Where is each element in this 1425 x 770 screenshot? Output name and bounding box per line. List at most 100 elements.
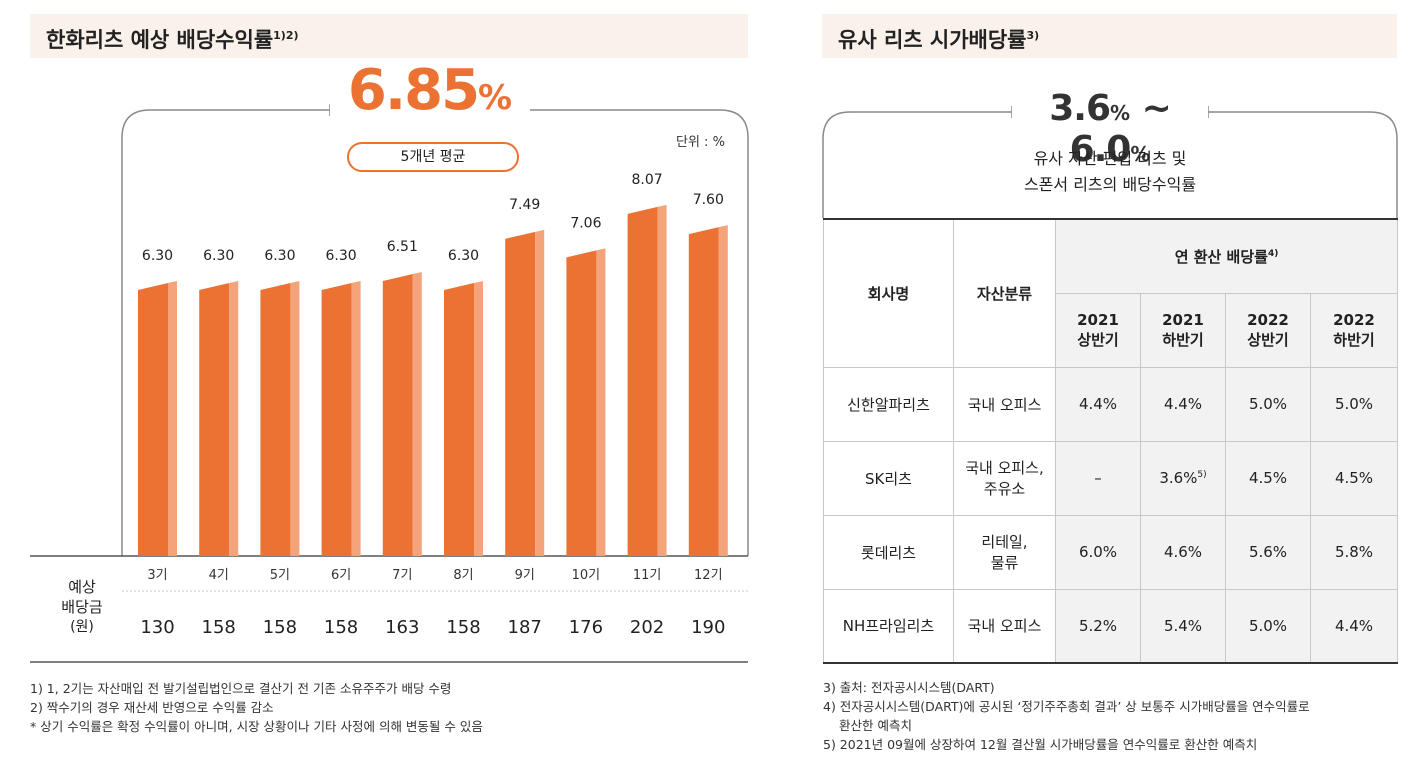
dividend-label-1: 예상 bbox=[68, 578, 96, 596]
bar-value-label: 7.49 bbox=[509, 197, 540, 213]
category-label: 3기 bbox=[147, 568, 167, 583]
cell-asset: 리테일, 물류 bbox=[953, 514, 1056, 590]
left-panel-title: 한화리츠 예상 배당수익률1)2) bbox=[30, 14, 748, 58]
bar bbox=[627, 206, 658, 556]
category-label: 9기 bbox=[515, 568, 535, 583]
cell-value: 4.4% bbox=[1055, 366, 1141, 442]
yield-range: 3.6% ~ 6.0% bbox=[1012, 88, 1208, 170]
right-footnote-2: 4) 전자공시시스템(DART)에 공시된 ‘정기주주총회 결과’ 상 보통주 … bbox=[823, 699, 1310, 714]
category-label: 5기 bbox=[270, 568, 290, 583]
dividend-label-3: (원) bbox=[70, 619, 94, 635]
table-row: 신한알파리츠 국내 오피스 4.4% 4.4% 5.0% 5.0% bbox=[823, 366, 1399, 442]
header-period-3: 2022 상반기 bbox=[1225, 292, 1311, 368]
cell-value: 4.6% bbox=[1140, 514, 1226, 590]
bar-value-label: 7.60 bbox=[693, 192, 724, 208]
bar-side bbox=[596, 248, 606, 556]
cell-value: 5.0% bbox=[1225, 366, 1311, 442]
category-label: 6기 bbox=[331, 568, 351, 583]
cell-value: 5.0% bbox=[1225, 588, 1311, 664]
headline-value: 6.85 bbox=[347, 58, 480, 123]
bar-side bbox=[229, 281, 239, 556]
bar-value-label: 6.30 bbox=[326, 248, 357, 264]
bar bbox=[321, 283, 352, 556]
header-company: 회사명 bbox=[823, 218, 954, 368]
bar-value-label: 6.30 bbox=[142, 248, 173, 264]
dividend-label-2: 배당금 bbox=[61, 598, 103, 616]
cell-asset: 국내 오피스 bbox=[953, 588, 1056, 664]
right-title-text: 유사 리츠 시가배당률 bbox=[838, 28, 1027, 52]
category-label: 10기 bbox=[572, 568, 601, 583]
category-label: 12기 bbox=[694, 568, 723, 583]
headline-rate: 6.85% bbox=[330, 58, 530, 123]
table-row: SK리츠 국내 오피스, 주유소 – 3.6%5) 4.5% 4.5% bbox=[823, 440, 1399, 516]
header-annual-yield: 연 환산 배당률4) bbox=[1054, 218, 1399, 294]
range-subtitle-2: 스폰서 리츠의 배당수익률 bbox=[1023, 175, 1197, 194]
bar bbox=[382, 273, 413, 556]
header-period-4: 2022 하반기 bbox=[1309, 292, 1399, 368]
cell-asset: 국내 오피스 bbox=[953, 366, 1056, 442]
left-footnote-1: 1) 1, 2기는 자산매입 전 발기설립법인으로 결산기 전 기존 소유주주가… bbox=[30, 681, 452, 696]
bar-side bbox=[412, 271, 422, 556]
bar-side bbox=[535, 229, 545, 556]
range-low: 3.6 bbox=[1049, 88, 1111, 129]
bar bbox=[199, 283, 230, 556]
bar bbox=[505, 231, 536, 556]
cell-value: 5.8% bbox=[1309, 514, 1399, 590]
dividend-value: 163 bbox=[385, 617, 419, 638]
cell-value: 4.5% bbox=[1225, 440, 1311, 516]
cell-value: 5.2% bbox=[1055, 588, 1141, 664]
bar bbox=[566, 250, 597, 556]
category-label: 4기 bbox=[209, 568, 229, 583]
bar-value-label: 6.30 bbox=[264, 248, 295, 264]
cell-value: 5.4% bbox=[1140, 588, 1226, 664]
bar-side bbox=[474, 281, 483, 556]
dividend-value: 158 bbox=[263, 617, 297, 638]
dividend-value: 202 bbox=[630, 617, 664, 638]
bar-side bbox=[657, 204, 667, 556]
bar bbox=[138, 283, 168, 556]
bar-value-label: 7.06 bbox=[570, 215, 601, 231]
category-label: 11기 bbox=[633, 568, 662, 583]
bar-side bbox=[290, 281, 300, 556]
table-row: 롯데리츠 리테일, 물류 6.0% 4.6% 5.6% 5.8% bbox=[823, 514, 1399, 590]
cell-value: 4.5% bbox=[1309, 440, 1399, 516]
dividend-row-label: 예상 배당금 (원) bbox=[52, 577, 112, 637]
bar-value-label: 6.30 bbox=[203, 248, 234, 264]
range-subtitle: 유사 자산 편입 리츠 및 스폰서 리츠의 배당수익률 bbox=[823, 146, 1397, 198]
bar-side bbox=[351, 281, 361, 556]
range-high: 6.0 bbox=[1069, 129, 1132, 170]
headline-unit: % bbox=[478, 78, 513, 118]
left-title-sup: 1)2) bbox=[273, 29, 299, 42]
cell-value: 4.4% bbox=[1309, 588, 1399, 664]
cell-company: NH프라임리츠 bbox=[823, 588, 954, 664]
category-label: 8기 bbox=[453, 568, 473, 583]
bar bbox=[260, 283, 291, 556]
range-unit-high: % bbox=[1130, 142, 1151, 166]
bar bbox=[444, 283, 474, 556]
bar-side bbox=[718, 225, 728, 556]
cell-value: 4.4% bbox=[1140, 366, 1226, 442]
right-panel-title: 유사 리츠 시가배당률3) bbox=[822, 14, 1397, 58]
dividend-value: 158 bbox=[446, 617, 480, 638]
category-label: 7기 bbox=[392, 568, 412, 583]
left-footnote-3: * 상기 수익률은 확정 수익률이 아니며, 시장 상황이나 기타 사정에 의해… bbox=[30, 719, 483, 734]
cell-value: 5.6% bbox=[1225, 514, 1311, 590]
range-subtitle-1: 유사 자산 편입 리츠 및 bbox=[1033, 149, 1187, 168]
bar-value-label: 6.30 bbox=[448, 248, 479, 264]
unit-label: 단위 : % bbox=[676, 135, 725, 150]
header-annual-yield-sup: 4) bbox=[1267, 248, 1279, 259]
bar-value-label: 8.07 bbox=[632, 172, 663, 188]
cell-value: 3.6%5) bbox=[1140, 440, 1226, 516]
header-annual-yield-label: 연 환산 배당률 bbox=[1174, 247, 1268, 266]
average-caption: 5개년 평균 bbox=[347, 142, 519, 172]
range-sep: ~ bbox=[1141, 88, 1172, 129]
header-asset: 자산분류 bbox=[953, 218, 1056, 368]
dividend-value: 130 bbox=[140, 617, 174, 638]
bar bbox=[688, 227, 719, 556]
chart-frame bbox=[121, 109, 749, 556]
cell-value: 6.0% bbox=[1055, 514, 1141, 590]
table-row: NH프라임리츠 국내 오피스 5.2% 5.4% 5.0% 4.4% bbox=[823, 588, 1399, 664]
dividend-value: 176 bbox=[569, 617, 603, 638]
left-title-text: 한화리츠 예상 배당수익률 bbox=[46, 28, 274, 52]
cell-company: 롯데리츠 bbox=[823, 514, 954, 590]
